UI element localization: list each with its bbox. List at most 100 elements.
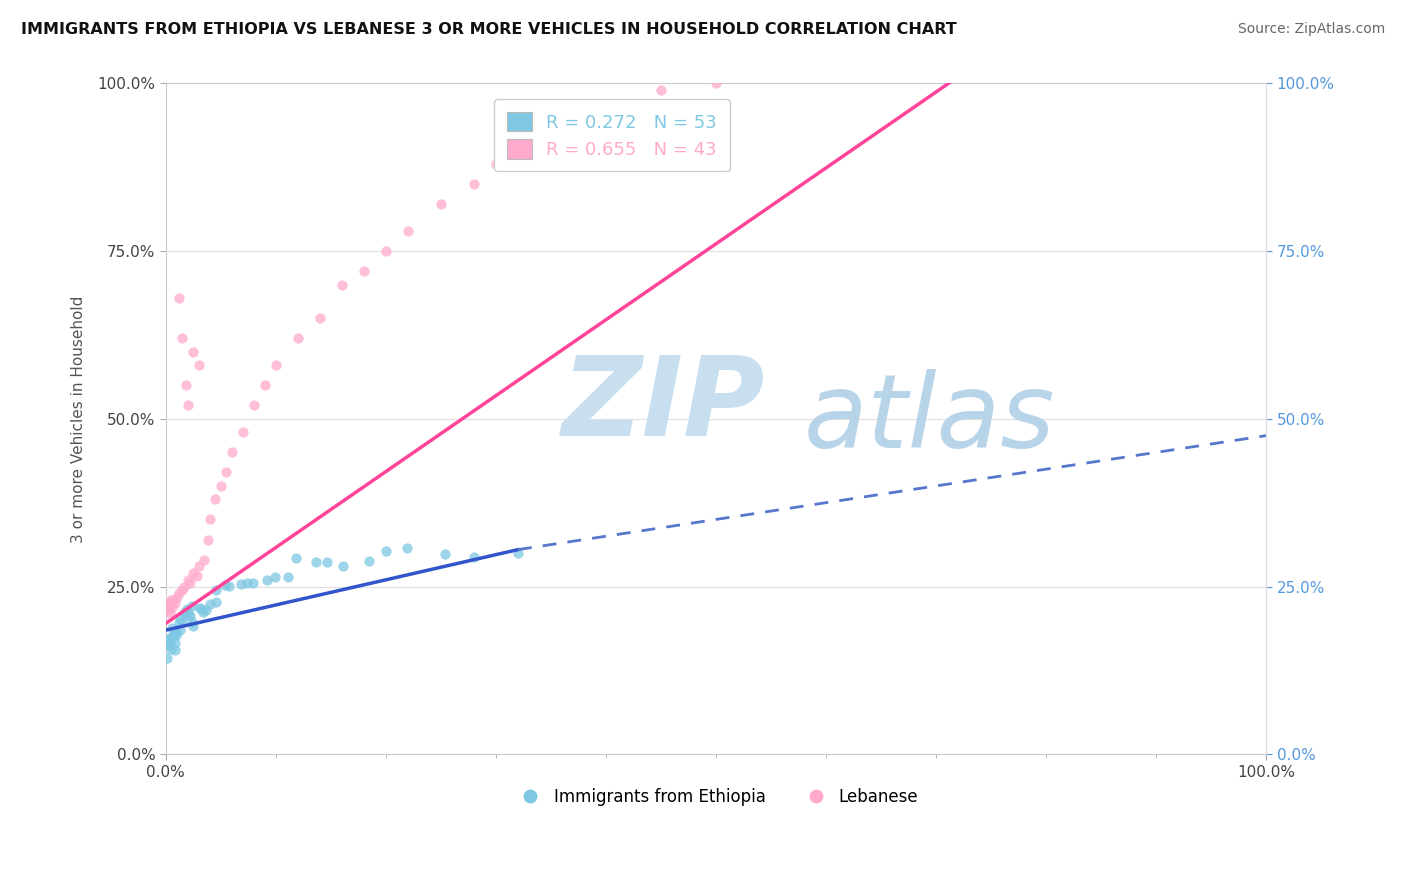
Point [167, 615, 190, 630]
Point [157, 596, 180, 610]
Point [172, 582, 194, 597]
Point [166, 590, 188, 604]
Point [156, 599, 179, 614]
Point [173, 607, 195, 622]
Point [508, 546, 530, 560]
Point [396, 224, 419, 238]
Point [187, 559, 209, 574]
Point [277, 570, 299, 584]
Point [160, 593, 183, 607]
Point [156, 632, 179, 646]
Point [187, 358, 209, 372]
Point [159, 633, 181, 648]
Point [172, 331, 194, 345]
Point [174, 378, 197, 392]
Point [163, 628, 186, 642]
Point [163, 643, 186, 657]
Point [156, 650, 179, 665]
Point [160, 621, 183, 635]
Point [374, 244, 396, 259]
Point [179, 609, 201, 624]
Point [195, 603, 218, 617]
Point [159, 607, 181, 621]
Point [330, 277, 353, 292]
Point [167, 586, 190, 600]
Point [285, 550, 308, 565]
Point [156, 603, 179, 617]
Point [162, 593, 184, 607]
Point [163, 624, 186, 639]
Point [204, 492, 226, 507]
Point [177, 607, 200, 622]
Point [176, 602, 198, 616]
Point [198, 512, 221, 526]
Point [221, 445, 243, 459]
Point [315, 555, 337, 569]
Point [308, 311, 330, 326]
Point [173, 605, 195, 619]
Point [256, 573, 278, 587]
Text: ZIP: ZIP [562, 352, 765, 458]
Point [167, 291, 190, 305]
Point [353, 264, 375, 278]
Point [242, 576, 264, 591]
Point [704, 77, 727, 91]
Point [193, 552, 215, 566]
Point [165, 636, 187, 650]
Point [197, 533, 219, 547]
Point [375, 544, 398, 558]
Point [253, 378, 276, 392]
Point [650, 83, 672, 97]
Point [572, 110, 595, 124]
Point [183, 619, 205, 633]
Point [218, 579, 240, 593]
Point [198, 598, 221, 612]
Point [205, 582, 228, 597]
Point [188, 600, 211, 615]
Point [209, 479, 232, 493]
Point [264, 570, 287, 584]
Point [229, 576, 252, 591]
Point [463, 177, 485, 191]
Point [179, 576, 201, 591]
Point [181, 344, 204, 359]
Point [190, 601, 212, 615]
Point [595, 96, 617, 111]
Point [287, 331, 309, 345]
Point [357, 554, 380, 568]
Y-axis label: 3 or more Vehicles in Household: 3 or more Vehicles in Household [72, 295, 86, 542]
Legend: Immigrants from Ethiopia, Lebanese: Immigrants from Ethiopia, Lebanese [508, 781, 925, 813]
Point [186, 569, 208, 583]
Point [162, 599, 184, 614]
Point [180, 599, 202, 614]
Point [163, 627, 186, 641]
Point [264, 358, 287, 372]
Point [163, 596, 186, 610]
Point [159, 638, 181, 652]
Point [434, 547, 457, 561]
Point [165, 625, 187, 640]
Point [463, 550, 485, 565]
Point [215, 466, 238, 480]
Point [170, 615, 193, 629]
Point [181, 615, 204, 629]
Point [159, 641, 181, 656]
Point [160, 630, 183, 644]
Point [305, 555, 328, 569]
Point [181, 566, 204, 580]
Point [232, 425, 254, 440]
Text: IMMIGRANTS FROM ETHIOPIA VS LEBANESE 3 OR MORE VEHICLES IN HOUSEHOLD CORRELATION: IMMIGRANTS FROM ETHIOPIA VS LEBANESE 3 O… [21, 22, 957, 37]
Point [332, 558, 354, 573]
Point [165, 628, 187, 642]
Point [395, 541, 418, 555]
Text: atlas: atlas [804, 368, 1056, 469]
Point [169, 612, 191, 626]
Point [177, 398, 200, 412]
Point [177, 573, 200, 587]
Point [235, 575, 257, 590]
Point [485, 157, 508, 171]
Point [430, 197, 453, 211]
Text: Source: ZipAtlas.com: Source: ZipAtlas.com [1237, 22, 1385, 37]
Point [169, 623, 191, 637]
Point [540, 130, 562, 145]
